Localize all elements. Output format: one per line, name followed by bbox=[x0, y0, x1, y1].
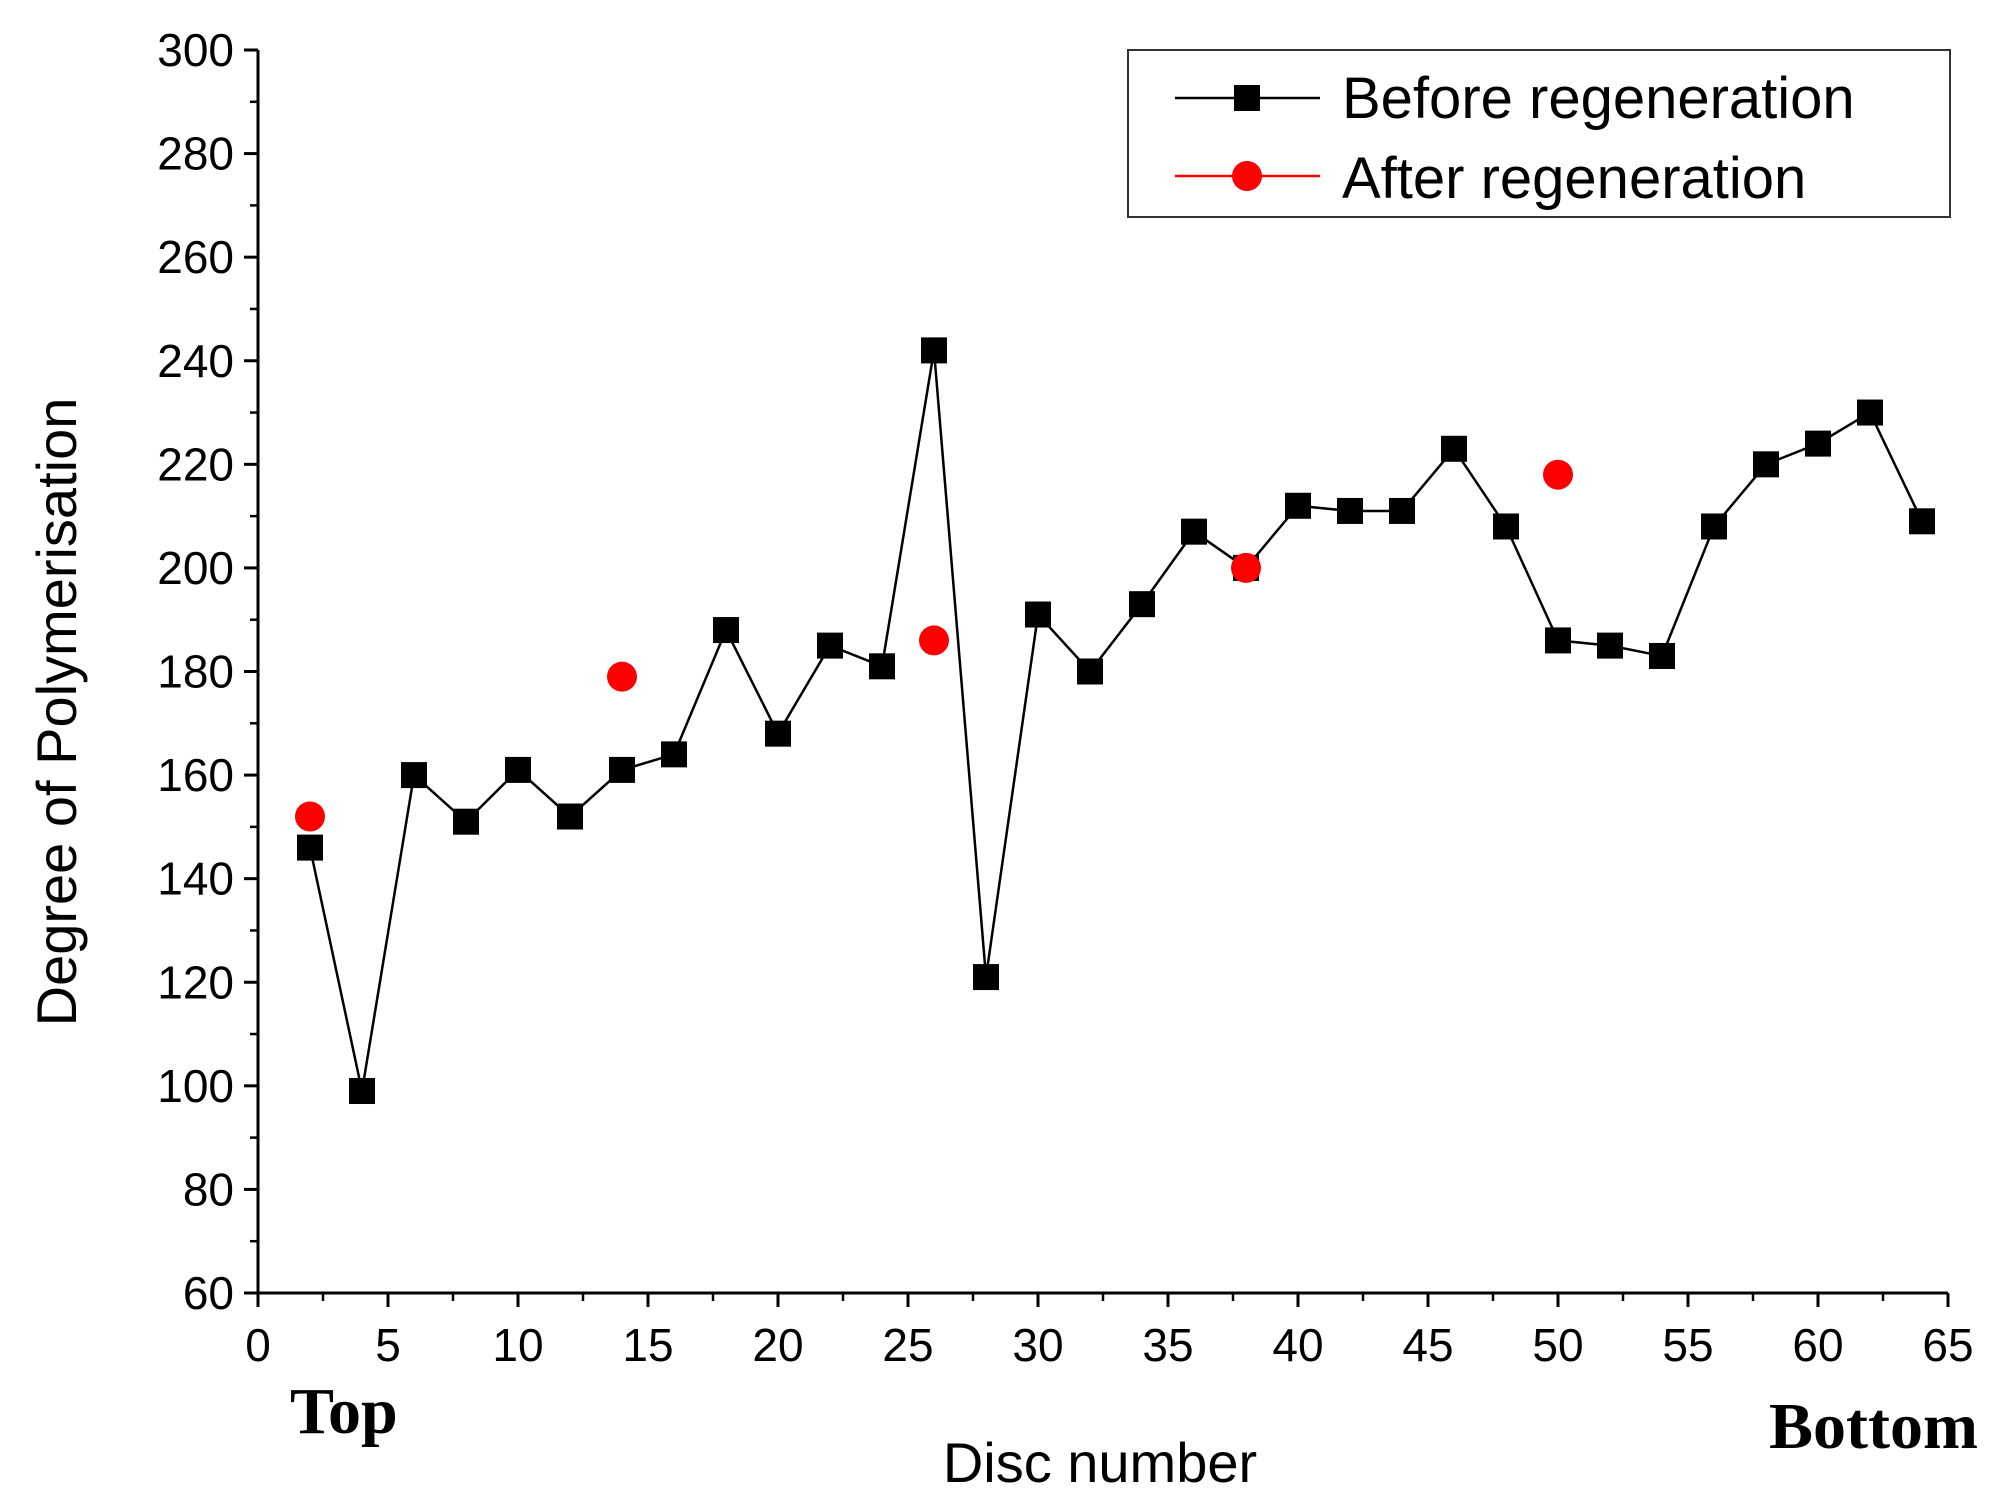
series-line-before bbox=[308, 350, 1924, 1092]
x-axis-ticks: 0 5 10 15 20 25 30 35 40 45 50 55 60 65 bbox=[245, 1293, 1974, 1371]
point-before bbox=[349, 1078, 375, 1105]
point-before bbox=[1493, 513, 1519, 540]
point-before bbox=[401, 762, 427, 789]
y-tick-label: 200 bbox=[157, 542, 234, 594]
point-before bbox=[1545, 627, 1571, 654]
point-before bbox=[869, 653, 895, 680]
y-tick-label: 80 bbox=[183, 1163, 234, 1215]
x-tick-label: 40 bbox=[1272, 1319, 1323, 1371]
legend-marker-after bbox=[1232, 161, 1262, 191]
x-tick-label: 5 bbox=[375, 1319, 401, 1371]
legend-label-before: Before regeneration bbox=[1342, 66, 1855, 131]
point-before bbox=[1805, 430, 1831, 457]
y-axis-title: Degree of Polymerisation bbox=[25, 398, 88, 1027]
y-tick-label: 240 bbox=[157, 335, 234, 387]
legend-box bbox=[1127, 49, 1951, 218]
point-before bbox=[1597, 632, 1623, 659]
x-tick-label: 20 bbox=[752, 1319, 803, 1371]
point-before bbox=[1857, 399, 1883, 426]
point-before bbox=[1077, 658, 1103, 685]
x-axis-title: Disc number bbox=[943, 1431, 1257, 1494]
point-after bbox=[607, 661, 637, 692]
point-before bbox=[713, 617, 739, 644]
point-before bbox=[1701, 513, 1727, 540]
point-before bbox=[973, 964, 999, 991]
point-after bbox=[919, 625, 949, 656]
x-tick-label: 50 bbox=[1532, 1319, 1583, 1371]
x-tick-label: 25 bbox=[882, 1319, 933, 1371]
point-before bbox=[1441, 435, 1467, 462]
y-tick-label: 300 bbox=[157, 24, 234, 76]
x-tick-label: 45 bbox=[1402, 1319, 1453, 1371]
point-before bbox=[1649, 642, 1675, 669]
top-annotation: Top bbox=[290, 1375, 398, 1448]
x-tick-label: 60 bbox=[1792, 1319, 1843, 1371]
x-tick-label: 55 bbox=[1662, 1319, 1713, 1371]
point-after bbox=[295, 801, 325, 832]
point-before bbox=[557, 803, 583, 830]
point-before bbox=[921, 337, 947, 364]
point-before bbox=[453, 808, 479, 835]
y-tick-label: 220 bbox=[157, 438, 234, 490]
point-before bbox=[297, 834, 323, 861]
x-tick-label: 30 bbox=[1012, 1319, 1063, 1371]
point-before bbox=[765, 720, 791, 747]
y-tick-label: 260 bbox=[157, 231, 234, 283]
x-tick-label: 35 bbox=[1142, 1319, 1193, 1371]
x-tick-label: 0 bbox=[245, 1319, 271, 1371]
point-before bbox=[661, 741, 687, 768]
point-before bbox=[1389, 497, 1415, 524]
point-before bbox=[1129, 591, 1155, 618]
x-tick-label: 65 bbox=[1922, 1319, 1973, 1371]
y-tick-label: 180 bbox=[157, 646, 234, 698]
y-tick-label: 60 bbox=[183, 1267, 234, 1319]
point-before bbox=[817, 632, 843, 659]
point-after bbox=[1543, 459, 1573, 490]
point-before bbox=[1337, 497, 1363, 524]
y-tick-label: 280 bbox=[157, 128, 234, 180]
y-axis-ticks: 60 80 100 120 140 160 180 200 220 240 260 280 300 bbox=[157, 24, 258, 1319]
point-before bbox=[1025, 601, 1051, 628]
point-before bbox=[1753, 451, 1779, 478]
legend: Before regeneration After regeneration bbox=[1127, 49, 1951, 218]
point-before bbox=[1181, 518, 1207, 545]
plot-area bbox=[295, 337, 1935, 1105]
point-before bbox=[505, 756, 531, 783]
y-tick-label: 140 bbox=[157, 853, 234, 905]
x-tick-label: 15 bbox=[622, 1319, 673, 1371]
point-before bbox=[1285, 492, 1311, 519]
legend-label-after: After regeneration bbox=[1342, 146, 1806, 211]
y-tick-label: 160 bbox=[157, 749, 234, 801]
bottom-annotation: Bottom bbox=[1769, 1390, 1978, 1463]
point-before bbox=[609, 756, 635, 783]
point-after bbox=[1231, 552, 1261, 583]
x-tick-label: 10 bbox=[492, 1319, 543, 1371]
legend-marker-before bbox=[1234, 85, 1260, 111]
point-before bbox=[1909, 508, 1935, 535]
y-tick-label: 100 bbox=[157, 1060, 234, 1112]
y-tick-label: 120 bbox=[157, 956, 234, 1008]
